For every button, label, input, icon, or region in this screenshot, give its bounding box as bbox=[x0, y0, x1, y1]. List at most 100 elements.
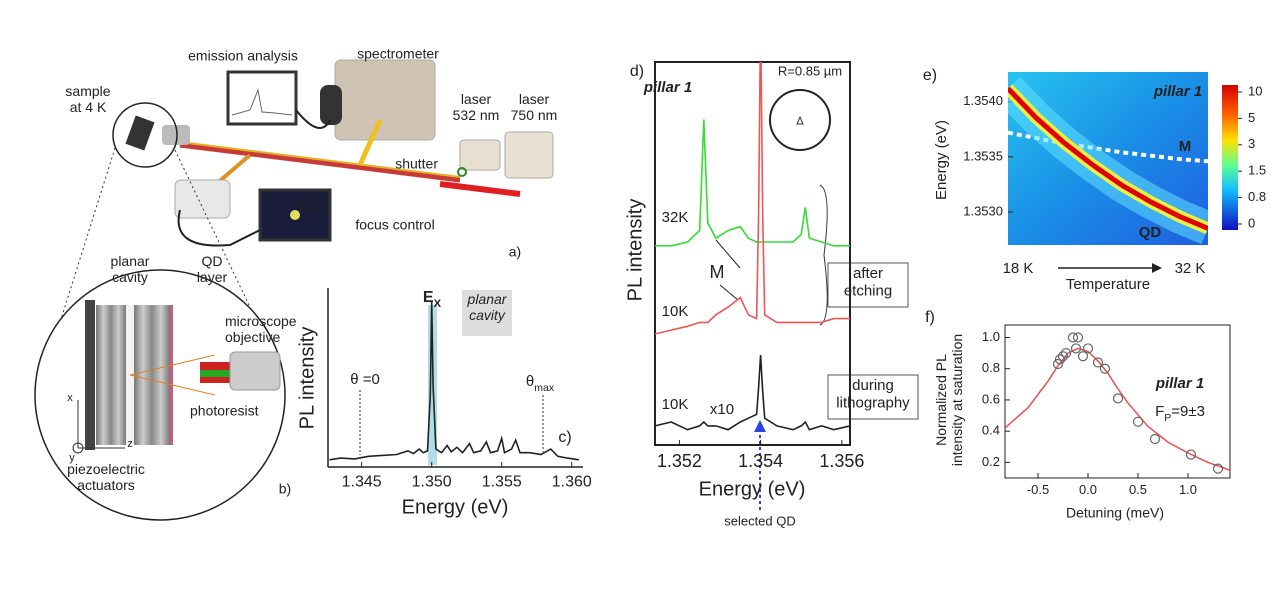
spectrum-line bbox=[329, 300, 579, 461]
panel-label: d) bbox=[630, 63, 644, 80]
y-axis-label-line: Normalized PL bbox=[933, 354, 949, 446]
x-tick-label: 1.354 bbox=[738, 451, 783, 471]
annotation: pillar 1 bbox=[1153, 83, 1202, 100]
annotation: M bbox=[710, 262, 725, 282]
annotation: θmax bbox=[526, 373, 555, 394]
m-arrow bbox=[715, 239, 741, 269]
y-axis-label: Normalized PLintensity at saturation bbox=[933, 334, 965, 466]
monitor-trace bbox=[231, 88, 293, 116]
diagram-label-line: microscope bbox=[225, 313, 297, 329]
y-axis-label-line: intensity at saturation bbox=[949, 334, 965, 466]
annotation-line: after bbox=[853, 265, 883, 282]
colorbar-label: 5 bbox=[1248, 110, 1255, 125]
diagram-label: shutter bbox=[395, 156, 438, 172]
y-tick-label: 0.6 bbox=[982, 391, 1000, 406]
x-axis-label: Energy (eV) bbox=[699, 478, 806, 500]
diagram-label-line: QD bbox=[202, 253, 223, 269]
y-tick-label: 1.3535 bbox=[963, 148, 1003, 163]
diagram-label-line: cavity bbox=[112, 269, 148, 285]
during-box bbox=[827, 374, 919, 420]
x-tick-label: 0.0 bbox=[1079, 482, 1097, 497]
spectrum-line bbox=[655, 354, 850, 431]
cable bbox=[295, 109, 331, 129]
data-point bbox=[1054, 354, 1066, 365]
diagram-label-line: at 4 K bbox=[70, 99, 107, 115]
zoom-line bbox=[44, 147, 116, 371]
data-point bbox=[1072, 332, 1084, 343]
beam bbox=[179, 141, 461, 178]
beam bbox=[179, 142, 461, 183]
beam bbox=[200, 370, 240, 377]
diagram-label-line: sample bbox=[65, 83, 110, 99]
diagram-label-line: piezoelectric bbox=[67, 461, 145, 477]
x-tick-label: 1.355 bbox=[482, 473, 522, 490]
sample-circle bbox=[112, 102, 178, 168]
data-point bbox=[1060, 348, 1072, 359]
annotation-part: F bbox=[1155, 403, 1164, 420]
plot-frame bbox=[1004, 324, 1231, 479]
data-point bbox=[1092, 357, 1104, 368]
data-point bbox=[1082, 343, 1094, 354]
ccd-camera bbox=[320, 85, 342, 125]
annotation: 10K bbox=[662, 303, 689, 320]
after-box bbox=[827, 262, 909, 308]
diagram-label-line: objective bbox=[225, 329, 280, 345]
annotation: pillar 1 bbox=[1155, 375, 1204, 392]
brace bbox=[819, 184, 828, 326]
annotation-part: θ bbox=[526, 373, 534, 390]
y-axis-label: Energy (eV) bbox=[933, 120, 950, 200]
diagram-label: CCD bbox=[297, 197, 327, 213]
ray bbox=[129, 374, 216, 396]
x-axis-label: Detuning (meV) bbox=[1066, 505, 1164, 521]
x-tick-label: 1.350 bbox=[412, 473, 452, 490]
y-tick-label: 1.3530 bbox=[963, 203, 1003, 218]
colorbar bbox=[1222, 85, 1238, 230]
diagram-label-line: planar bbox=[111, 253, 150, 269]
data-point bbox=[1149, 433, 1161, 445]
annotation: x10 bbox=[710, 401, 734, 418]
annotation-part: =9±3 bbox=[1171, 403, 1205, 420]
colorbar-label: 1.5 bbox=[1248, 163, 1266, 178]
panel-label: c) bbox=[558, 429, 571, 446]
mirror-layers bbox=[96, 305, 126, 445]
diagram-label: photoresist bbox=[190, 403, 259, 419]
colorbar-label: 0 bbox=[1248, 215, 1255, 230]
diagram-label: z bbox=[127, 438, 133, 450]
mirror-layers bbox=[134, 305, 170, 445]
diagram-label-line: layer bbox=[197, 269, 228, 285]
diagram-label: laser 750 nm bbox=[511, 91, 558, 123]
data-point bbox=[1132, 416, 1144, 427]
panel-label: f) bbox=[925, 309, 935, 326]
focus-camera bbox=[174, 179, 231, 219]
annotation: 32K bbox=[662, 209, 689, 226]
beam-yellow bbox=[357, 118, 383, 167]
mode-line bbox=[1008, 130, 1208, 164]
objective bbox=[162, 125, 190, 145]
diagram-label: a) bbox=[509, 244, 521, 260]
diagram-label: spectrometer bbox=[357, 46, 439, 62]
photoresist bbox=[170, 305, 173, 445]
x-tick-label: 1.360 bbox=[552, 473, 592, 490]
setup-diagram bbox=[44, 59, 554, 371]
annotation-part: P bbox=[1164, 412, 1171, 424]
annotation-part: E bbox=[423, 289, 434, 306]
laser-750 bbox=[504, 131, 554, 179]
annotation-line: cavity bbox=[469, 307, 506, 323]
x-tick-label: 1.345 bbox=[342, 473, 382, 490]
diagram-label-line: 750 nm bbox=[511, 107, 558, 123]
x-axis-label: Temperature bbox=[1066, 276, 1150, 293]
annotation: pillar 1 bbox=[643, 79, 692, 96]
qd-marker bbox=[796, 115, 804, 125]
spectrum-line bbox=[655, 62, 850, 335]
annotation: during lithography bbox=[836, 377, 910, 411]
diagram-label: QD layer bbox=[197, 253, 228, 285]
diagram-label-line: laser bbox=[519, 91, 550, 107]
colorbar-label: 0.8 bbox=[1248, 189, 1266, 204]
diagram-label-line: actuators bbox=[77, 477, 135, 493]
y-tick-label: 0.4 bbox=[982, 423, 1000, 438]
annotation-line: planar bbox=[467, 291, 508, 307]
diagram-label: planar cavity bbox=[111, 253, 150, 285]
beam bbox=[200, 362, 240, 370]
